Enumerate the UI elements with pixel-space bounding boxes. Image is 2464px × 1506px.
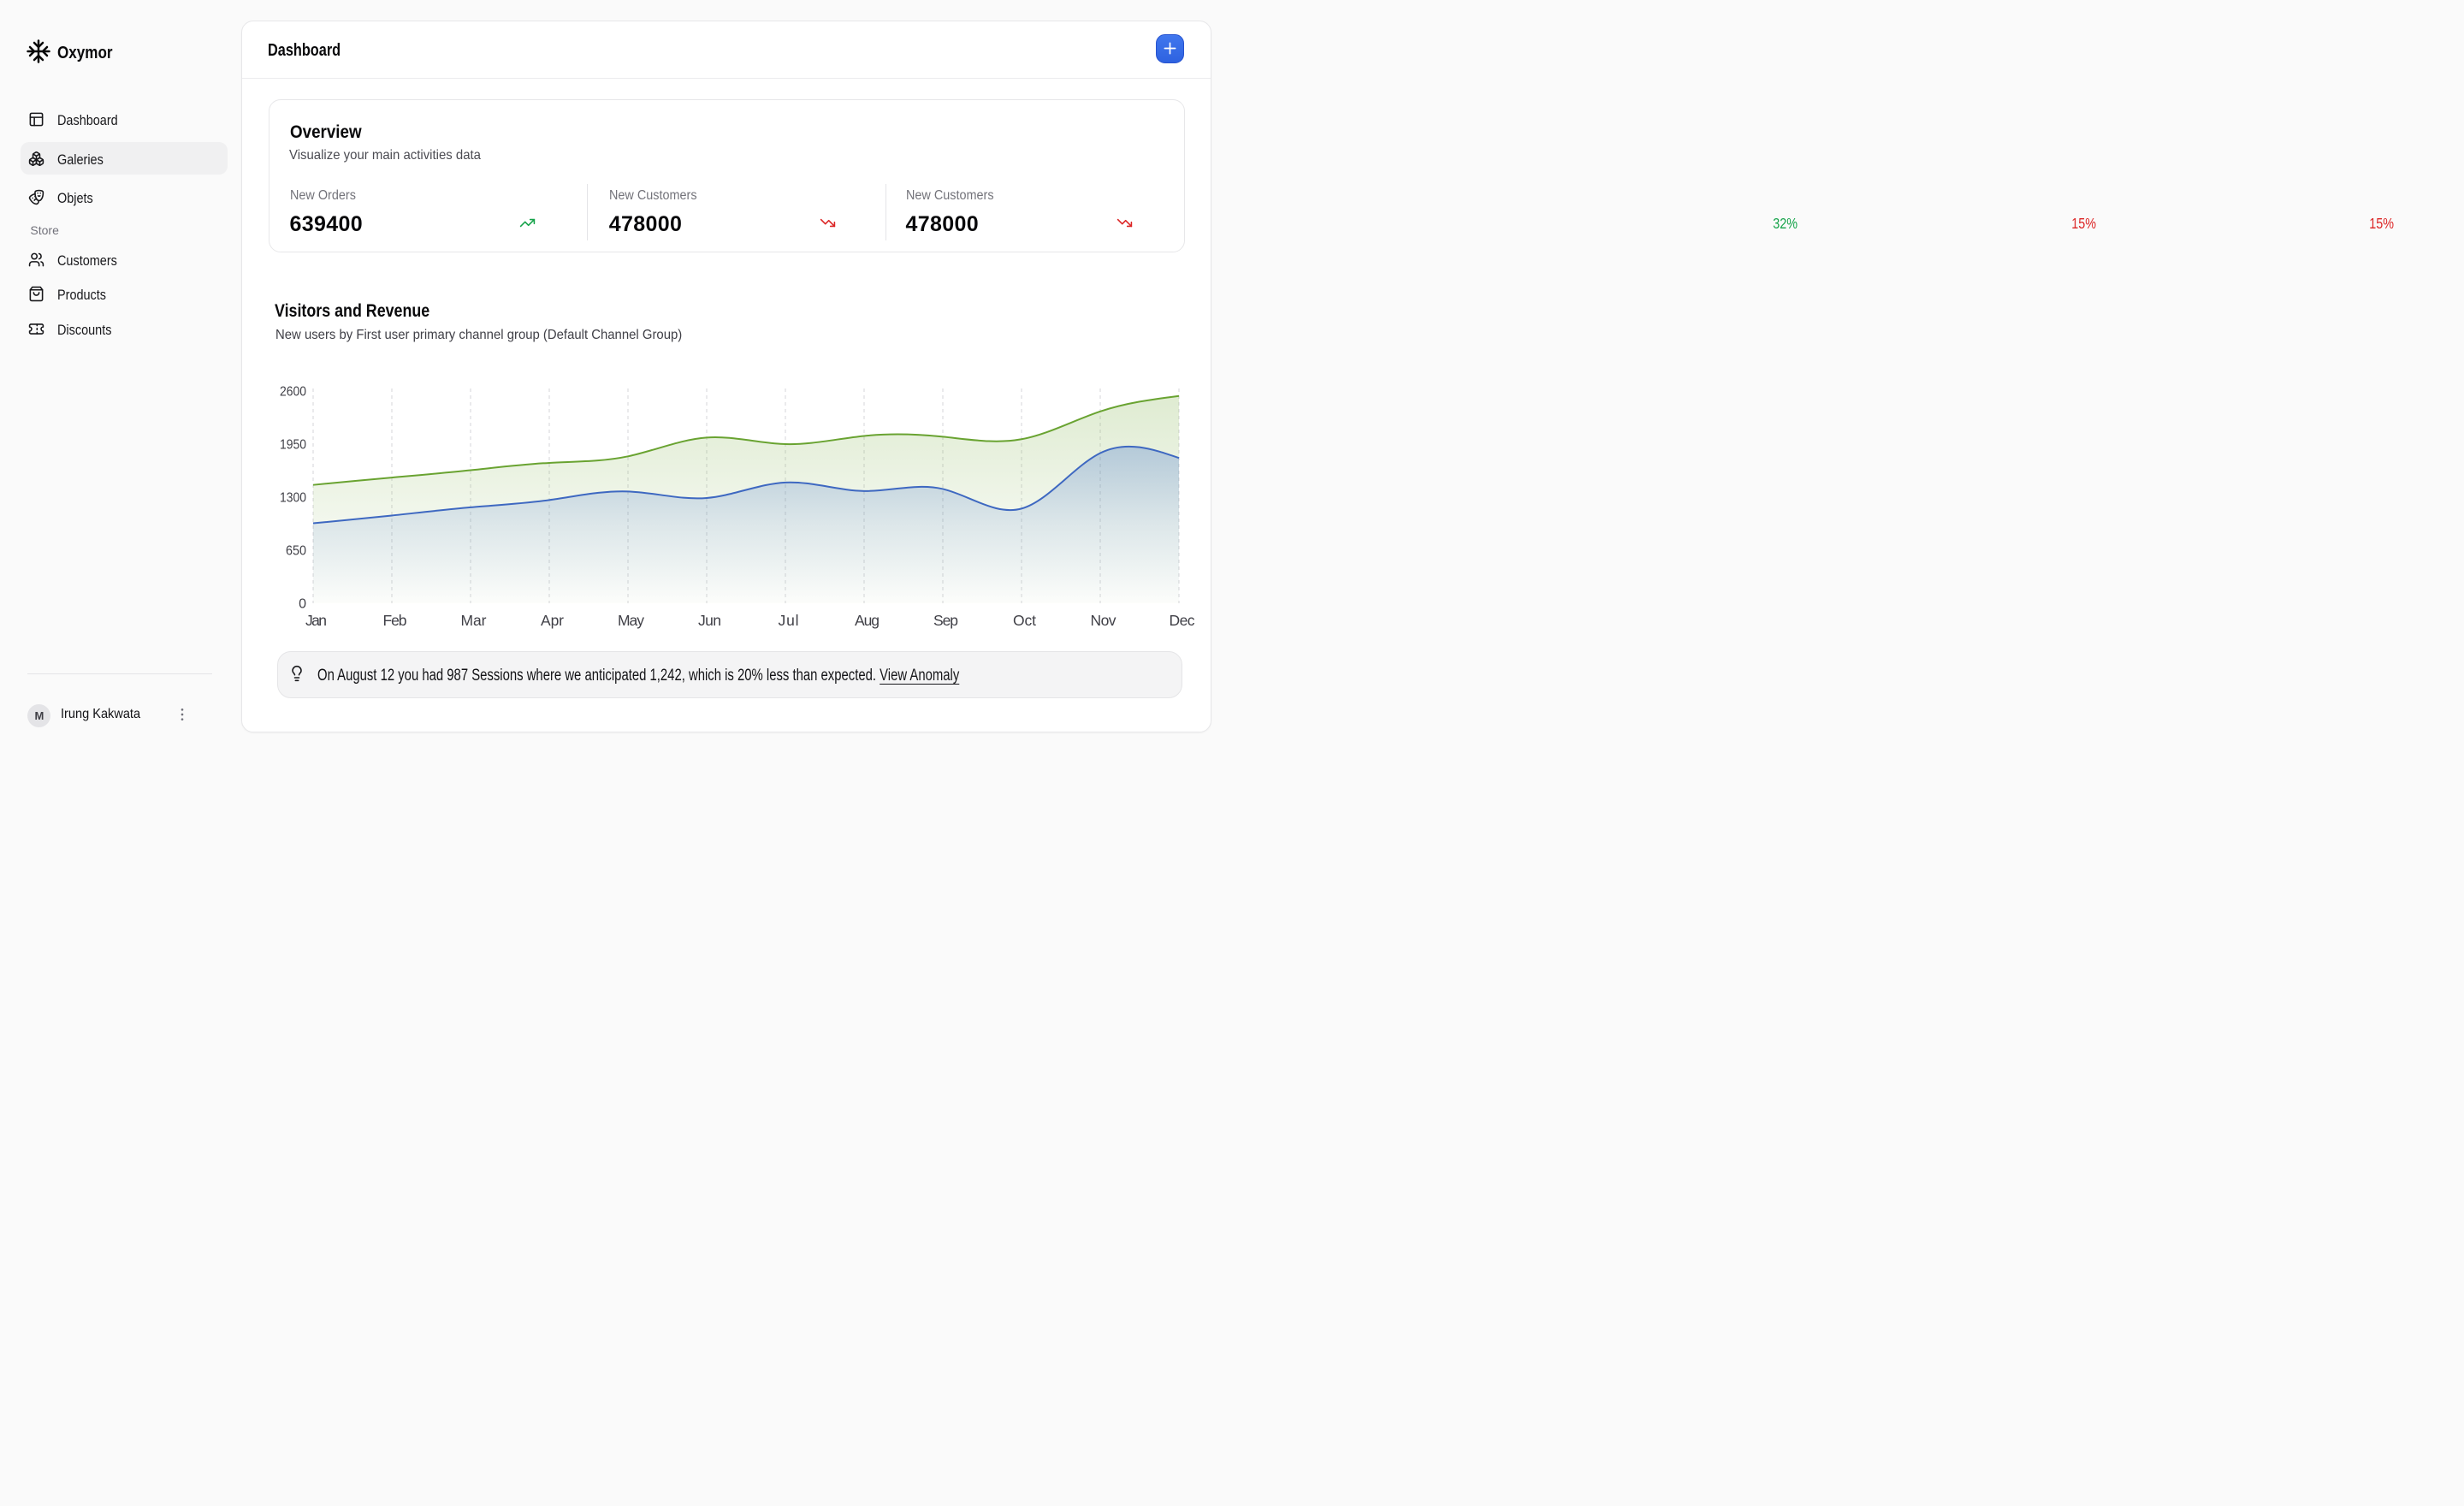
svg-text:0: 0 (299, 597, 306, 612)
svg-text:Mar: Mar (461, 612, 487, 629)
svg-text:1950: 1950 (280, 438, 306, 453)
svg-text:Feb: Feb (383, 612, 407, 629)
svg-text:Jun: Jun (698, 612, 721, 629)
svg-text:Oct: Oct (1013, 612, 1036, 629)
svg-text:Dec: Dec (1170, 612, 1195, 629)
svg-text:2600: 2600 (280, 385, 306, 400)
svg-text:Sep: Sep (933, 612, 958, 629)
svg-text:650: 650 (286, 544, 306, 559)
svg-text:Aug: Aug (855, 612, 880, 629)
svg-text:Apr: Apr (541, 612, 564, 629)
svg-text:1300: 1300 (280, 491, 306, 506)
svg-text:Jan: Jan (305, 612, 327, 629)
svg-text:Jul: Jul (779, 612, 799, 629)
svg-text:Nov: Nov (1091, 612, 1116, 629)
svg-text:May: May (618, 612, 644, 629)
